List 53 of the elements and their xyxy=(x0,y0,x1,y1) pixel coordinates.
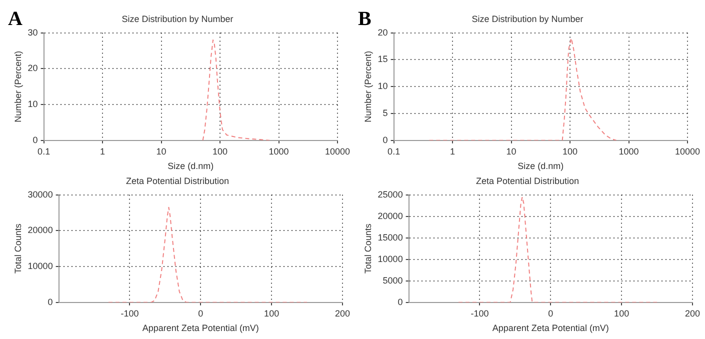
y-tick-label: 0 xyxy=(398,296,403,307)
x-axis-title: Size (d.nm) xyxy=(518,161,564,172)
x-axis-title: Apparent Zeta Potential (mV) xyxy=(492,323,609,334)
x-tick-label: 100 xyxy=(614,308,630,318)
y-tick-label: 20 xyxy=(28,63,38,74)
y-tick-label: 0 xyxy=(32,134,38,145)
y-tick-label: 15000 xyxy=(378,232,403,242)
y-tick-label: 0 xyxy=(382,134,388,145)
y-tick-label: 30000 xyxy=(28,189,53,200)
x-axis-title: Size (d.nm) xyxy=(168,161,214,172)
y-axis-title: Total Counts xyxy=(362,223,373,274)
y-axis-title: Number (Percent) xyxy=(12,50,23,122)
x-axis-title: Apparent Zeta Potential (mV) xyxy=(142,323,259,334)
x-tick-label: 10000 xyxy=(674,146,700,156)
y-axis-title: Total Counts xyxy=(12,223,23,274)
chart-title: Zeta Potential Distribution xyxy=(476,176,580,186)
x-tick-label: 1000 xyxy=(268,146,289,156)
y-axis-title: Number (Percent) xyxy=(362,50,373,122)
text: B xyxy=(358,8,372,31)
x-tick-label: -100 xyxy=(120,308,139,318)
y-tick-label: 20 xyxy=(378,27,388,38)
x-tick-label: 100 xyxy=(562,146,578,156)
y-tick-label: 10 xyxy=(378,81,388,92)
text: A xyxy=(8,8,22,31)
y-tick-label: 5000 xyxy=(382,275,403,286)
y-tick-label: 5 xyxy=(382,108,388,118)
y-tick-label: 30 xyxy=(28,27,38,38)
x-tick-label: 0 xyxy=(548,308,554,318)
x-tick-label: 10000 xyxy=(324,146,350,156)
y-tick-label: 25000 xyxy=(378,189,403,200)
x-tick-label: 1 xyxy=(100,146,106,156)
x-tick-label: 100 xyxy=(212,146,228,156)
x-tick-label: 1000 xyxy=(618,146,639,156)
x-tick-label: 100 xyxy=(264,308,280,318)
x-tick-label: 200 xyxy=(684,308,700,318)
y-tick-label: 10000 xyxy=(378,254,403,264)
x-tick-label: 10 xyxy=(506,146,516,156)
x-tick-label: 200 xyxy=(334,308,350,318)
x-tick-label: 1 xyxy=(450,146,456,156)
y-tick-label: 10000 xyxy=(28,261,53,272)
y-tick-label: 0 xyxy=(48,296,53,307)
x-tick-label: -100 xyxy=(470,308,489,318)
x-tick-label: 10 xyxy=(156,146,166,156)
x-tick-label: 0.1 xyxy=(388,146,400,156)
y-tick-label: 20000 xyxy=(28,225,53,236)
chart-title: Zeta Potential Distribution xyxy=(126,176,230,186)
chart-title: Size Distribution by Number xyxy=(472,14,584,24)
chart-title: Size Distribution by Number xyxy=(122,14,234,24)
x-tick-label: 0 xyxy=(198,308,204,318)
x-tick-label: 0.1 xyxy=(38,146,50,156)
y-tick-label: 15 xyxy=(378,54,388,64)
y-tick-label: 20000 xyxy=(378,210,403,221)
y-tick-label: 10 xyxy=(28,99,38,110)
